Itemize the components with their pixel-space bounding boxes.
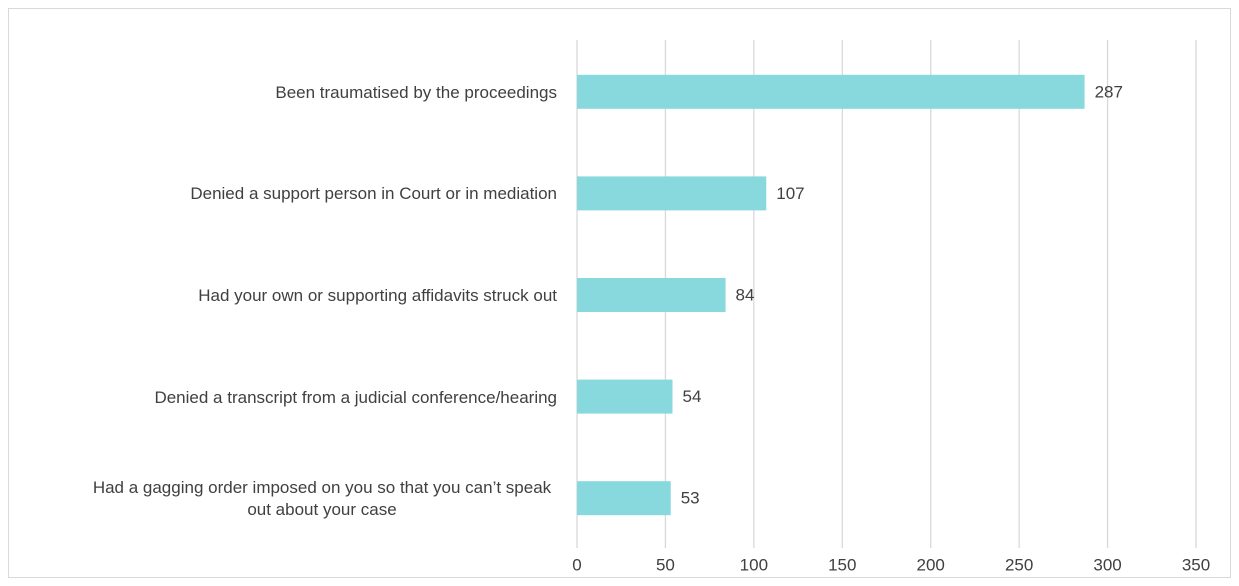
bar	[577, 74, 1085, 109]
x-tick-label: 150	[828, 555, 856, 574]
x-tick-label: 250	[1005, 555, 1033, 574]
bar	[577, 176, 767, 211]
category-label-box: Denied a support person in Court or in m…	[0, 183, 557, 205]
y-tick-label: Been traumatised by the proceedings	[275, 82, 557, 102]
category-label-box: Had your own or supporting affidavits st…	[0, 285, 557, 307]
bar	[577, 379, 673, 414]
bar	[577, 481, 671, 516]
category-label-box: Been traumatised by the proceedings	[0, 82, 557, 104]
data-label: 107	[776, 184, 804, 203]
x-tick-label: 100	[740, 555, 768, 574]
x-tick-label: 350	[1182, 555, 1210, 574]
data-label: 84	[736, 285, 755, 304]
data-label: 53	[681, 489, 700, 508]
y-tick-label: Denied a transcript from a judicial conf…	[154, 387, 557, 407]
category-label-box: Denied a transcript from a judicial conf…	[0, 387, 557, 409]
category-label-box: Had a gagging order imposed on you so th…	[0, 477, 557, 521]
y-tick-label: Had your own or supporting affidavits st…	[198, 286, 557, 305]
data-label: 287	[1095, 82, 1123, 101]
data-label: 54	[683, 387, 702, 406]
x-tick-label: 200	[917, 555, 945, 574]
bar	[577, 278, 726, 312]
chart-border	[8, 8, 1231, 578]
x-tick-label: 50	[656, 555, 675, 574]
x-tick-label: 0	[572, 555, 581, 574]
y-tick-label: Had a gagging order imposed on you so th…	[92, 478, 552, 520]
y-tick-label: Denied a support person in Court or in m…	[190, 184, 557, 204]
x-tick-label: 300	[1093, 555, 1121, 574]
